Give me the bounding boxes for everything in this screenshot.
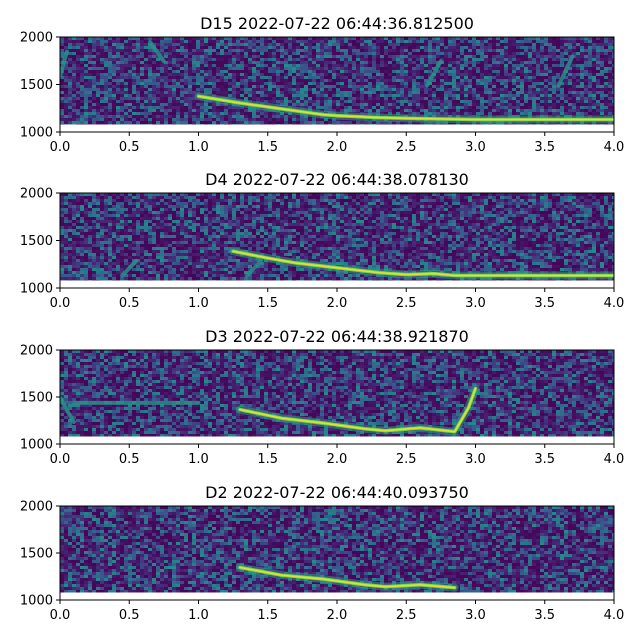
faint-marks bbox=[60, 39, 575, 88]
y-tick-label: 1500 bbox=[20, 234, 53, 249]
spectrogram-noise bbox=[60, 37, 614, 125]
spectrogram-noise bbox=[60, 350, 614, 437]
x-tick-label: 0.5 bbox=[119, 608, 140, 623]
faint-marks bbox=[120, 258, 263, 278]
x-tick-label: 3.0 bbox=[465, 452, 486, 467]
signal-trace bbox=[236, 563, 459, 592]
signal-trace bbox=[194, 92, 614, 124]
x-tick-label: 2.5 bbox=[396, 140, 417, 155]
x-tick-label: 1.0 bbox=[188, 452, 209, 467]
signal-trace bbox=[236, 384, 480, 436]
x-tick-label: 1.0 bbox=[188, 140, 209, 155]
x-tick-label: 3.0 bbox=[465, 140, 486, 155]
faint-mark-2 bbox=[244, 258, 263, 278]
y-tick-label: 1000 bbox=[20, 126, 53, 141]
faint-mark-1 bbox=[148, 39, 166, 64]
x-tick-label: 0.0 bbox=[50, 452, 71, 467]
x-tick-label: 1.5 bbox=[257, 608, 278, 623]
y-tick-label: 1000 bbox=[20, 594, 53, 609]
spectrogram-noise bbox=[60, 506, 614, 593]
x-tick-label: 3.5 bbox=[534, 608, 555, 623]
x-tick-label: 4.0 bbox=[604, 140, 625, 155]
faint-mark-4 bbox=[60, 49, 69, 78]
subplot-title: D3 2022-07-22 06:44:38.921870 bbox=[205, 327, 469, 346]
x-tick-label: 4.0 bbox=[604, 452, 625, 467]
y-tick-label: 1500 bbox=[20, 547, 53, 562]
trace-peak bbox=[239, 566, 456, 589]
faint-mark-2 bbox=[425, 59, 443, 88]
subplot-title: D4 2022-07-22 06:44:38.078130 bbox=[205, 170, 469, 189]
subplot-1: D15 2022-07-22 06:44:36.812500 0.0 0.5 1.0 1… bbox=[20, 14, 624, 155]
subplot-title: D2 2022-07-22 06:44:40.093750 bbox=[205, 483, 469, 502]
faint-mark-1 bbox=[60, 396, 76, 425]
x-tick-label: 3.5 bbox=[534, 140, 555, 155]
y-tick-label: 1000 bbox=[20, 282, 53, 297]
x-tick-label: 2.0 bbox=[327, 296, 348, 311]
subplot-title: D15 2022-07-22 06:44:36.812500 bbox=[200, 14, 474, 33]
x-tick-label: 0.0 bbox=[50, 140, 71, 155]
x-tick-label: 3.0 bbox=[465, 296, 486, 311]
y-tick-label: 1500 bbox=[20, 391, 53, 406]
x-tick-label: 0.0 bbox=[50, 296, 71, 311]
faint-marks bbox=[60, 396, 201, 425]
x-tick-label: 0.5 bbox=[119, 452, 140, 467]
y-tick-label: 2000 bbox=[20, 31, 53, 46]
x-tick-label: 0.5 bbox=[119, 140, 140, 155]
x-tick-label: 0.5 bbox=[119, 296, 140, 311]
x-tick-label: 1.5 bbox=[257, 140, 278, 155]
x-tick-label: 3.5 bbox=[534, 452, 555, 467]
x-tick-label: 1.5 bbox=[257, 452, 278, 467]
x-tick-label: 0.0 bbox=[50, 608, 71, 623]
x-tick-label: 2.0 bbox=[327, 140, 348, 155]
x-tick-label: 1.0 bbox=[188, 608, 209, 623]
faint-mark-1 bbox=[120, 258, 139, 278]
trace-peak bbox=[232, 250, 614, 277]
x-tick-label: 4.0 bbox=[604, 608, 625, 623]
x-tick-label: 2.5 bbox=[396, 608, 417, 623]
x-tick-label: 3.0 bbox=[465, 608, 486, 623]
faint-mark-3 bbox=[556, 54, 575, 88]
x-tick-label: 3.5 bbox=[534, 296, 555, 311]
subplot-2: D4 2022-07-22 06:44:38.078130 0.0 0.5 1.0 1.… bbox=[20, 170, 624, 311]
x-tick-label: 4.0 bbox=[604, 296, 625, 311]
x-tick-label: 2.5 bbox=[396, 296, 417, 311]
x-tick-label: 2.5 bbox=[396, 452, 417, 467]
x-tick-label: 1.0 bbox=[188, 296, 209, 311]
subplot-3: D3 2022-07-22 06:44:38.921870 0.0 0.5 1.0 1.… bbox=[20, 327, 624, 467]
y-tick-label: 2000 bbox=[20, 500, 53, 515]
subplot-4: D2 2022-07-22 06:44:40.093750 0.0 0.5 1.0 1.… bbox=[20, 483, 624, 623]
x-tick-label: 2.0 bbox=[327, 608, 348, 623]
x-tick-label: 1.5 bbox=[257, 296, 278, 311]
x-tick-label: 2.0 bbox=[327, 452, 348, 467]
trace-peak bbox=[197, 95, 614, 121]
y-tick-label: 1500 bbox=[20, 78, 53, 93]
trace-peak bbox=[239, 387, 477, 433]
signal-trace bbox=[229, 247, 614, 280]
spectrogram-noise bbox=[60, 193, 614, 281]
y-tick-label: 2000 bbox=[20, 187, 53, 202]
y-tick-label: 1000 bbox=[20, 438, 53, 453]
y-tick-label: 2000 bbox=[20, 344, 53, 359]
